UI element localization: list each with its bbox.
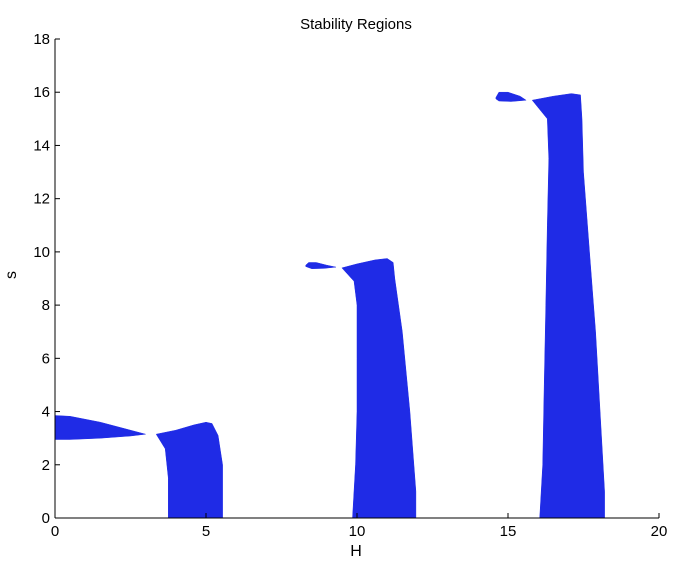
y-tick-label: 0 — [42, 510, 50, 527]
y-tick-label: 12 — [33, 191, 50, 208]
y-tick-label: 6 — [42, 350, 50, 367]
y-ticks: 0 2 4 6 8 10 12 14 16 18 — [33, 31, 60, 527]
y-tick-label: 10 — [33, 244, 50, 261]
stability-region-5 — [531, 93, 605, 519]
y-axis-label: s — [3, 271, 20, 279]
x-tick-label: 10 — [349, 523, 366, 540]
x-ticks: 0 5 10 15 20 — [51, 513, 668, 540]
stability-region-3 — [341, 258, 417, 519]
y-tick-label: 18 — [33, 31, 50, 48]
stability-region-4 — [305, 262, 336, 269]
y-tick-label: 2 — [42, 457, 50, 474]
stability-region-2 — [155, 421, 223, 519]
x-tick-label: 0 — [51, 523, 59, 540]
x-tick-label: 20 — [651, 523, 668, 540]
y-tick-label: 8 — [42, 297, 50, 314]
y-tick-label: 14 — [33, 137, 50, 154]
y-tick-label: 4 — [42, 404, 50, 421]
chart-title: Stability Regions — [300, 16, 412, 33]
x-tick-label: 5 — [202, 523, 210, 540]
stability-regions — [54, 91, 605, 519]
x-axis-label: H — [350, 543, 362, 560]
x-tick-label: 15 — [500, 523, 517, 540]
y-tick-label: 16 — [33, 84, 50, 101]
stability-region-1 — [54, 415, 146, 440]
stability-region-6 — [495, 91, 527, 102]
